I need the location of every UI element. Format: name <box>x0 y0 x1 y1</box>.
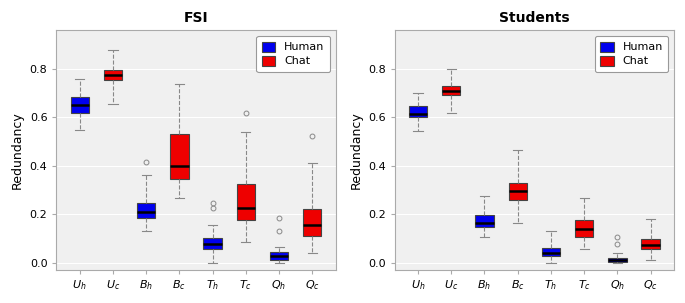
Legend: Human, Chat: Human, Chat <box>595 36 669 72</box>
PathPatch shape <box>71 97 89 113</box>
PathPatch shape <box>608 258 627 261</box>
PathPatch shape <box>409 106 427 118</box>
Y-axis label: Redundancy: Redundancy <box>349 111 362 189</box>
PathPatch shape <box>575 220 593 237</box>
PathPatch shape <box>303 209 321 236</box>
Y-axis label: Redundancy: Redundancy <box>11 111 24 189</box>
PathPatch shape <box>508 183 527 200</box>
Title: FSI: FSI <box>184 11 208 25</box>
PathPatch shape <box>475 215 494 228</box>
PathPatch shape <box>270 251 288 260</box>
Legend: Human, Chat: Human, Chat <box>256 36 330 72</box>
PathPatch shape <box>203 238 222 249</box>
PathPatch shape <box>641 239 660 249</box>
PathPatch shape <box>137 203 155 218</box>
Title: Students: Students <box>499 11 570 25</box>
PathPatch shape <box>542 248 560 256</box>
PathPatch shape <box>237 184 255 220</box>
PathPatch shape <box>442 86 460 95</box>
PathPatch shape <box>171 135 188 179</box>
PathPatch shape <box>104 70 122 80</box>
